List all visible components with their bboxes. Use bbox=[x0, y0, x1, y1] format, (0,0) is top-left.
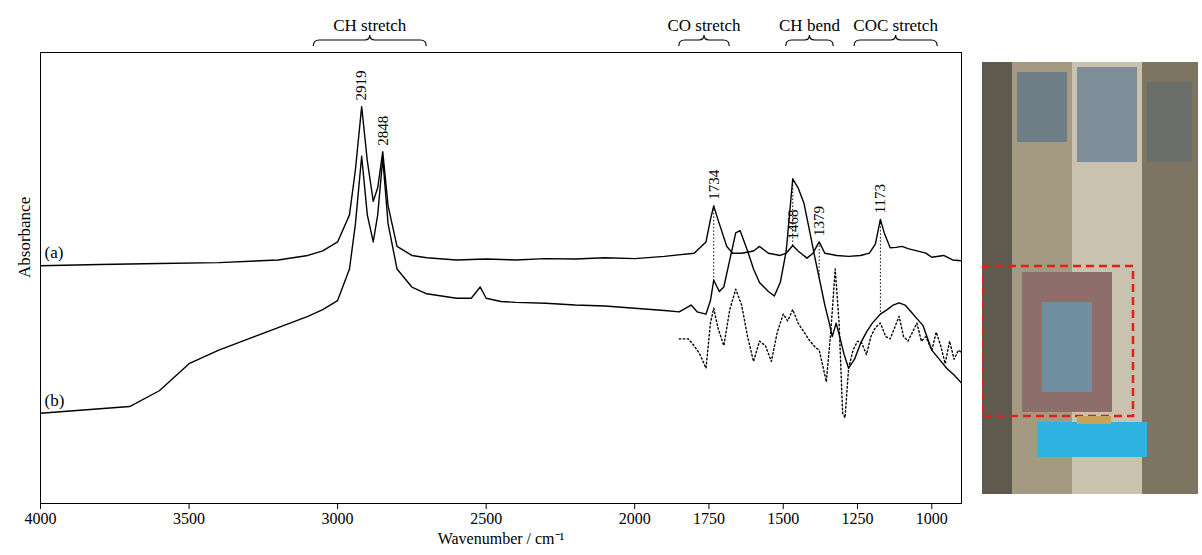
svg-text:CO stretch: CO stretch bbox=[667, 16, 741, 35]
svg-text:Absorbance: Absorbance bbox=[15, 197, 34, 278]
svg-text:1734: 1734 bbox=[706, 169, 722, 200]
svg-text:COC stretch: COC stretch bbox=[853, 16, 938, 35]
svg-text:1379: 1379 bbox=[811, 206, 827, 236]
svg-text:(b): (b) bbox=[45, 391, 65, 410]
svg-text:(a): (a) bbox=[45, 243, 64, 262]
svg-text:2848: 2848 bbox=[375, 116, 391, 146]
svg-text:1250: 1250 bbox=[842, 510, 874, 527]
svg-text:3500: 3500 bbox=[173, 510, 205, 527]
svg-text:1500: 1500 bbox=[767, 510, 799, 527]
svg-text:3000: 3000 bbox=[322, 510, 354, 527]
svg-text:2919: 2919 bbox=[353, 71, 369, 101]
svg-text:2500: 2500 bbox=[470, 510, 502, 527]
svg-text:4000: 4000 bbox=[25, 510, 57, 527]
svg-text:1750: 1750 bbox=[693, 510, 725, 527]
svg-text:1173: 1173 bbox=[872, 184, 888, 213]
svg-text:CH stretch: CH stretch bbox=[333, 16, 407, 35]
svg-text:2000: 2000 bbox=[619, 510, 651, 527]
svg-text:Wavenumber / cm⁻¹: Wavenumber / cm⁻¹ bbox=[438, 530, 565, 547]
svg-text:1468: 1468 bbox=[785, 210, 801, 240]
svg-text:1000: 1000 bbox=[916, 510, 948, 527]
svg-text:CH bend: CH bend bbox=[779, 16, 840, 35]
